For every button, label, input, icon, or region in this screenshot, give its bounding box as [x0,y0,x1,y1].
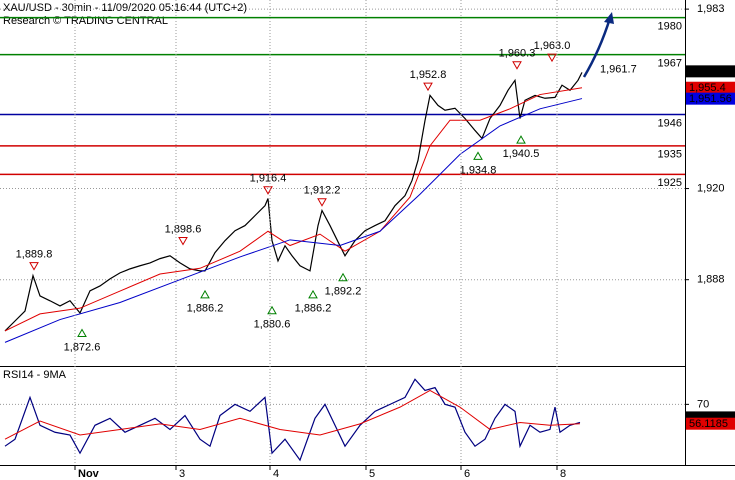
series-line [4,72,583,332]
x-tick-label: 5 [369,468,375,480]
series-line [4,98,583,343]
price-tag [686,92,735,105]
low-marker [473,151,483,160]
low-marker [200,289,210,299]
forecast-line [582,17,612,78]
x-tick-label: 3 [179,468,185,480]
high-marker [178,237,188,246]
level-label: 1935 [658,149,682,161]
price-tag-label: 1,961.15 [689,66,732,78]
x-tick-label: 4 [273,468,279,480]
price-tag [686,65,735,78]
forecast-head [604,12,614,24]
low-marker [308,289,318,299]
price-tag-label: 56.1185 [689,418,728,430]
high-label: 1,963.0 [534,40,571,52]
x-tick-label: 8 [560,468,566,480]
high-label: 1,912.2 [304,185,341,197]
chart-subtitle: Research © TRADING CENTRAL [3,15,168,27]
high-marker [512,61,522,70]
low-label: 1,872.6 [64,341,101,353]
x-tick-label: 6 [464,468,470,480]
price-tag-label: 1,955.4 [689,82,726,94]
high-marker [263,186,273,195]
high-label: 1,889.8 [16,248,53,260]
high-label: 1,960.3 [499,48,536,60]
level-label: 1925 [658,177,682,189]
low-label: 1,940.5 [503,148,540,160]
low-marker [77,328,87,338]
high-label: 1,898.6 [165,223,202,235]
low-label: 1,880.6 [254,319,291,331]
low-marker [267,305,277,315]
price-tag [686,417,735,430]
low-marker [516,135,526,144]
series-line [4,378,581,462]
high-label: 1,916.4 [250,173,287,185]
low-label: 1,934.8 [460,164,497,176]
low-marker [338,272,348,282]
chart-title: XAU/USD - 30min - 11/09/2020 05:16:44 (U… [3,2,247,14]
series-line [4,87,583,332]
low-label: 1,892.2 [325,286,362,298]
level-label: 1967 [658,58,682,70]
level-label: 1946 [658,117,682,129]
y-tick-label: 1,983 [697,3,725,15]
level-label: 1980 [658,21,682,33]
high-label: 1,952.8 [410,69,447,81]
y-tick-label: 70 [697,398,709,410]
high-marker [423,82,433,92]
low-label: 1,886.2 [187,303,224,315]
annotation: 1,961.7 [600,64,637,76]
y-tick-label: 1,888 [697,274,725,286]
high-marker [29,262,39,271]
rsi-title: RSI14 - 9MA [3,369,67,381]
price-tag [686,81,735,94]
x-tick-label: Nov [78,468,100,480]
forecast-arrow [582,12,614,78]
high-marker [547,53,557,63]
price-tag-label: 1,951.56 [689,93,732,105]
high-marker [317,198,327,207]
low-label: 1,886.2 [295,303,332,315]
y-tick-label: 1,920 [697,182,725,194]
series-line [4,389,581,440]
